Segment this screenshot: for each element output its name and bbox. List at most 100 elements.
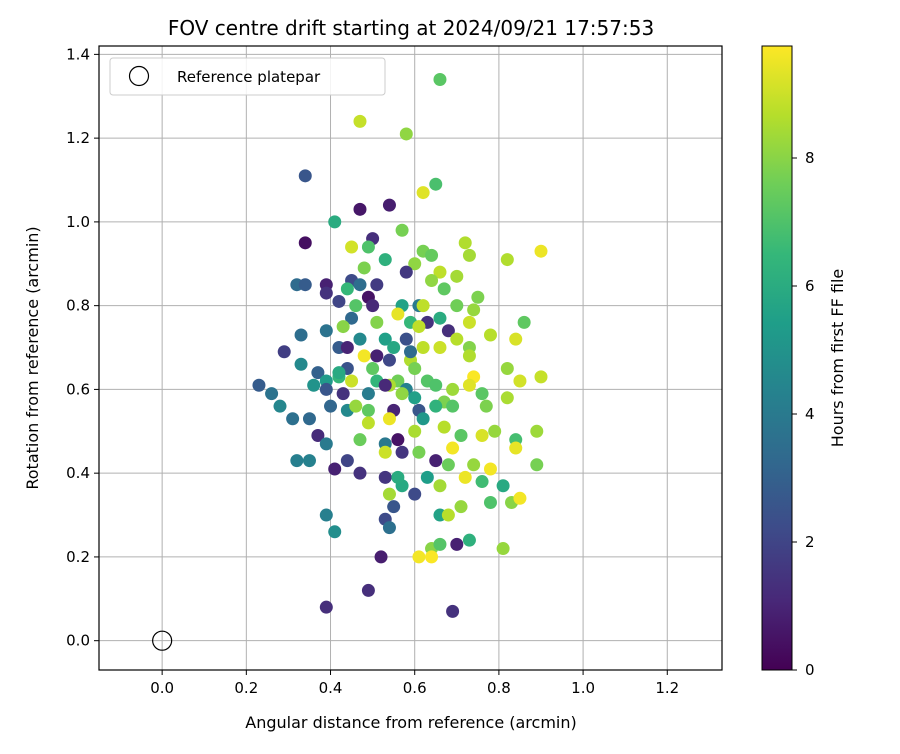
x-tick-label: 0.6 — [403, 679, 427, 697]
data-point — [382, 353, 396, 367]
data-point — [361, 416, 375, 430]
data-point — [361, 403, 375, 417]
data-point — [420, 470, 434, 484]
data-point — [429, 454, 443, 468]
x-tick-label: 1.2 — [655, 679, 679, 697]
data-point — [319, 600, 333, 614]
data-point — [328, 525, 342, 539]
colorbar-label: Hours from first FF file — [828, 269, 847, 448]
data-point — [391, 307, 405, 321]
data-point — [488, 424, 502, 438]
data-point — [361, 583, 375, 597]
data-point — [513, 374, 527, 388]
colorbar-tick-label: 2 — [805, 533, 815, 551]
colorbar-tick-label: 6 — [805, 277, 815, 295]
data-point — [437, 282, 451, 296]
data-point — [349, 299, 363, 313]
data-point — [328, 215, 342, 229]
data-point — [433, 479, 447, 493]
data-point — [357, 261, 371, 275]
data-point — [298, 236, 312, 250]
colorbar-tick-label: 4 — [805, 405, 815, 423]
colorbar-tick-label: 0 — [805, 661, 815, 679]
data-point — [454, 428, 468, 442]
x-tick-label: 0.8 — [487, 679, 511, 697]
data-point — [416, 186, 430, 200]
data-point — [462, 533, 476, 547]
data-point — [277, 345, 291, 359]
chart-title: FOV centre drift starting at 2024/09/21 … — [168, 16, 654, 40]
x-ticks: 0.0 0.2 0.4 0.6 0.8 1.0 1.2 — [150, 670, 679, 697]
x-tick-label: 0.2 — [234, 679, 258, 697]
colorbar-ticks: 0 2 4 6 8 — [792, 149, 815, 679]
data-point — [509, 441, 523, 455]
data-point — [437, 420, 451, 434]
y-axis-label: Rotation from reference (arcmin) — [23, 226, 42, 489]
data-point — [408, 487, 422, 501]
legend-box — [109, 57, 386, 96]
data-point — [462, 378, 476, 392]
data-point — [483, 328, 497, 342]
data-point — [408, 361, 422, 375]
data-point — [446, 382, 460, 396]
data-point — [395, 445, 409, 459]
data-point — [319, 508, 333, 522]
data-point — [395, 387, 409, 401]
y-tick-label: 0.4 — [66, 464, 90, 482]
legend: Reference platepar — [109, 57, 386, 96]
data-point — [345, 240, 359, 254]
scatter-points — [252, 73, 548, 618]
data-point — [446, 399, 460, 413]
data-point — [454, 500, 468, 514]
data-point — [450, 299, 464, 313]
data-point — [399, 265, 413, 279]
data-point — [462, 315, 476, 329]
data-point — [408, 424, 422, 438]
data-point — [340, 341, 354, 355]
data-point — [382, 521, 396, 535]
data-point — [462, 248, 476, 262]
data-point — [370, 315, 384, 329]
data-point — [446, 604, 460, 618]
data-point — [425, 274, 439, 288]
data-point — [399, 127, 413, 141]
data-point — [294, 328, 308, 342]
data-point — [483, 462, 497, 476]
data-point — [462, 349, 476, 363]
data-point — [467, 458, 481, 472]
data-point — [378, 332, 392, 346]
data-point — [441, 458, 455, 472]
legend-label: Reference platepar — [177, 68, 321, 86]
x-tick-label: 0.0 — [150, 679, 174, 697]
data-point — [513, 491, 527, 505]
data-point — [425, 550, 439, 564]
data-point — [340, 454, 354, 468]
data-point — [361, 240, 375, 254]
data-point — [500, 361, 514, 375]
data-point — [353, 332, 367, 346]
data-point — [336, 387, 350, 401]
data-point — [349, 399, 363, 413]
data-point — [412, 445, 426, 459]
data-point — [416, 299, 430, 313]
y-tick-label: 1.2 — [66, 129, 90, 147]
data-point — [475, 387, 489, 401]
data-point — [307, 378, 321, 392]
data-point — [340, 282, 354, 296]
data-point — [395, 223, 409, 237]
data-point — [319, 382, 333, 396]
data-point — [429, 378, 443, 392]
data-point — [290, 454, 304, 468]
data-point — [378, 253, 392, 267]
data-point — [391, 470, 405, 484]
data-point — [370, 349, 384, 363]
data-point — [353, 466, 367, 480]
reference-marker — [152, 630, 173, 651]
data-point — [433, 265, 447, 279]
data-point — [483, 495, 497, 509]
data-point — [374, 550, 388, 564]
y-tick-label: 1.0 — [66, 213, 90, 231]
data-point — [332, 366, 346, 380]
data-point — [475, 428, 489, 442]
data-point — [252, 378, 266, 392]
